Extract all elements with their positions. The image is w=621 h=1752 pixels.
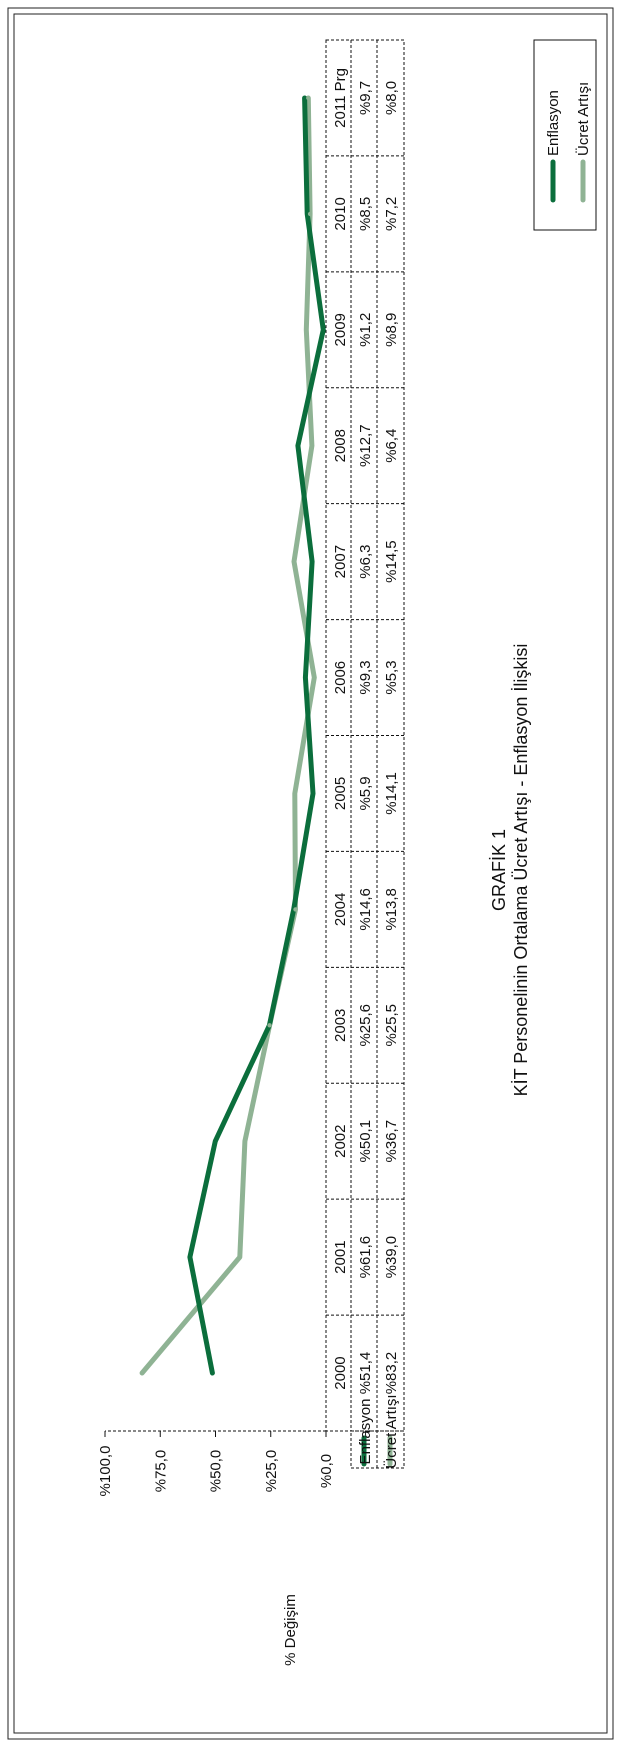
y-tick-label: %0,0 — [318, 1454, 335, 1488]
legend-box — [533, 39, 597, 231]
data-point — [309, 443, 315, 448]
data-point — [312, 675, 317, 680]
chart-title: GRAFİK 1 — [489, 829, 509, 911]
category-label: 2000 — [332, 1356, 349, 1389]
data-point — [304, 327, 309, 332]
title-block: GRAFİK 1 KİT Personelinin Ortalama Ücret… — [489, 644, 531, 1097]
data-label: %6,4 — [383, 429, 400, 463]
data-point — [307, 211, 313, 217]
data-point — [292, 791, 297, 796]
category-label: 2003 — [332, 1009, 349, 1042]
category-label: 2002 — [332, 1125, 349, 1158]
data-label: %14,1 — [383, 772, 400, 815]
data-point — [303, 675, 308, 680]
y-axis-title: % Değişim — [282, 1594, 299, 1666]
data-point — [309, 559, 315, 564]
data-label: %61,6 — [357, 1236, 374, 1279]
data-label: %51,4 — [357, 1352, 374, 1395]
outer-frame — [7, 7, 614, 1740]
data-point — [295, 443, 301, 448]
data-label: %25,6 — [357, 1004, 374, 1047]
data-label: %83,2 — [383, 1352, 400, 1395]
data-label: %14,5 — [383, 540, 400, 583]
data-point — [210, 1370, 215, 1376]
category-label: 2006 — [332, 661, 349, 694]
data-label: %36,7 — [383, 1120, 400, 1163]
chart-subtitle: KİT Personelinin Ortalama Ücret Artışı -… — [511, 644, 531, 1097]
category-label: 2005 — [332, 777, 349, 810]
data-point — [213, 1139, 218, 1144]
category-label: 2011 Prg — [332, 68, 349, 128]
data-point — [139, 1370, 145, 1376]
data-point — [242, 1139, 248, 1144]
y-tick-label: %75,0 — [152, 1450, 169, 1493]
axis-layer: %100,0 %75,0 %50,0 %25,0 %0,0 — [97, 1430, 335, 1497]
category-label: 2008 — [332, 429, 349, 462]
data-point — [291, 559, 297, 564]
data-point — [187, 1254, 193, 1260]
data-label: %14,6 — [357, 888, 374, 931]
data-point — [306, 95, 311, 101]
legend: Enflasyon Ücret Artışı — [533, 39, 597, 231]
category-label: 2004 — [332, 893, 349, 926]
data-label: %9,7 — [357, 81, 374, 115]
table-series-name: Enflasyon — [357, 1399, 374, 1465]
data-table: 2000 2001 2002 2003 2004 2005 2006 2007 2008 2009… — [325, 39, 405, 1469]
data-label: %9,3 — [357, 660, 374, 694]
data-point — [293, 907, 298, 912]
y-tick-label: %25,0 — [263, 1450, 280, 1493]
data-label: %8,9 — [383, 313, 400, 347]
data-label: %12,7 — [357, 424, 374, 467]
category-label: 2010 — [332, 197, 349, 230]
data-label: %25,5 — [383, 1004, 400, 1047]
data-label: %8,5 — [357, 197, 374, 231]
legend-label-ucret: Ücret Artışı — [574, 82, 592, 156]
data-label: %7,2 — [383, 197, 400, 231]
series-line — [139, 95, 317, 1376]
data-label: %39,0 — [383, 1236, 400, 1279]
series-lines — [139, 95, 326, 1376]
data-label: %6,3 — [357, 545, 374, 579]
data-label: %8,0 — [383, 81, 400, 115]
data-point — [302, 95, 307, 101]
series-line — [187, 95, 326, 1376]
data-point — [237, 1254, 242, 1260]
category-label: 2009 — [332, 313, 349, 346]
data-label: %5,9 — [357, 776, 374, 810]
data-label: %1,2 — [357, 313, 374, 347]
data-point — [267, 1023, 272, 1028]
y-tick-label: %50,0 — [208, 1450, 225, 1493]
inner-frame — [13, 13, 608, 1734]
data-label: %13,8 — [383, 888, 400, 931]
data-point — [321, 327, 326, 332]
data-label: %50,1 — [357, 1120, 374, 1163]
category-label: 2007 — [332, 545, 349, 578]
legend-label-enflasyon: Enflasyon — [545, 90, 562, 156]
y-tick-label: %100,0 — [97, 1446, 114, 1497]
category-label: 2001 — [332, 1240, 349, 1273]
data-point — [310, 791, 316, 796]
data-label: %5,3 — [383, 660, 400, 694]
table-series-name: Ücret Artışı — [382, 1394, 400, 1468]
